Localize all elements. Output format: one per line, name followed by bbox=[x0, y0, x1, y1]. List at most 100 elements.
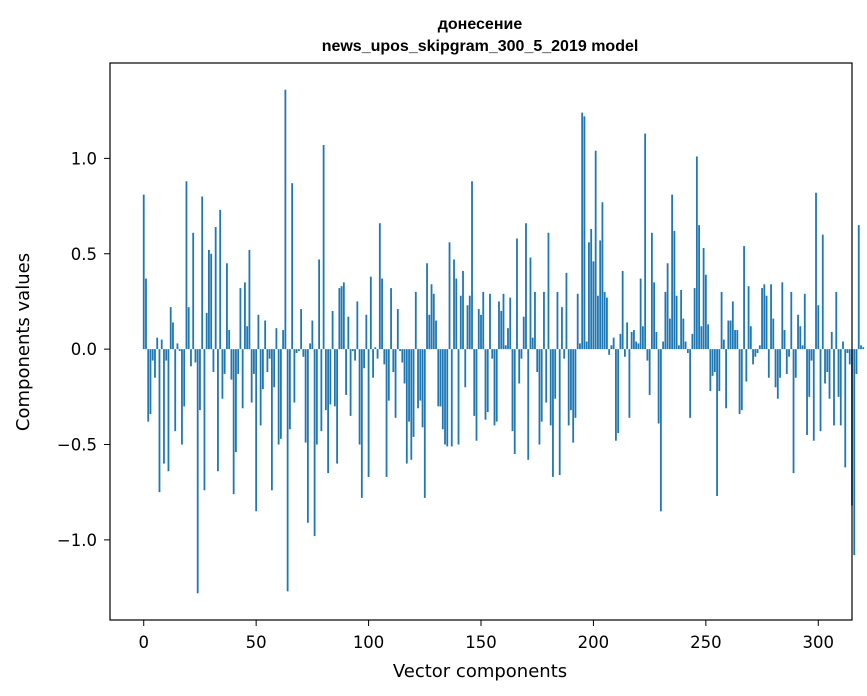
bar bbox=[367, 349, 370, 477]
bar bbox=[493, 349, 496, 426]
bar bbox=[358, 349, 361, 445]
bar bbox=[385, 349, 388, 477]
bar bbox=[641, 326, 644, 350]
bar bbox=[214, 227, 217, 350]
bar bbox=[419, 349, 422, 401]
bar bbox=[608, 349, 611, 355]
bar bbox=[520, 349, 523, 359]
bar bbox=[190, 349, 192, 367]
bar bbox=[376, 349, 379, 359]
bar bbox=[579, 343, 581, 350]
bar bbox=[223, 349, 226, 374]
bar bbox=[313, 349, 316, 537]
bar bbox=[570, 349, 572, 411]
bar bbox=[412, 349, 415, 437]
bar bbox=[513, 349, 516, 455]
bar bbox=[473, 349, 476, 416]
bar bbox=[237, 349, 240, 374]
bar bbox=[655, 331, 658, 350]
bar bbox=[709, 349, 712, 392]
bar bbox=[196, 349, 199, 594]
bar bbox=[259, 349, 262, 426]
bar bbox=[217, 349, 219, 472]
bar bbox=[673, 230, 676, 350]
bar bbox=[147, 349, 150, 422]
x-tick-label: 50 bbox=[246, 633, 267, 652]
bar bbox=[686, 349, 689, 353]
bar bbox=[484, 349, 487, 420]
bar bbox=[785, 349, 788, 374]
bar bbox=[453, 259, 455, 350]
bar bbox=[502, 293, 505, 350]
bar bbox=[387, 349, 390, 401]
x-tick-label: 200 bbox=[578, 633, 610, 652]
bar bbox=[824, 349, 826, 384]
bar bbox=[630, 331, 633, 350]
bar bbox=[799, 326, 802, 350]
bar bbox=[790, 291, 793, 350]
bar bbox=[160, 339, 163, 350]
bar bbox=[677, 345, 680, 350]
bar bbox=[396, 309, 399, 350]
bar bbox=[270, 349, 273, 491]
bar bbox=[835, 291, 838, 350]
bar bbox=[369, 276, 372, 350]
bar bbox=[320, 349, 323, 432]
bar bbox=[351, 349, 354, 352]
bar bbox=[181, 349, 183, 445]
bar bbox=[199, 349, 201, 411]
bar bbox=[770, 284, 772, 350]
bar bbox=[588, 242, 590, 350]
chart-subtitle: news_upos_skipgram_300_5_2019 model bbox=[322, 38, 639, 55]
bar bbox=[617, 349, 620, 434]
bar bbox=[729, 320, 732, 350]
bar bbox=[174, 349, 177, 432]
bar bbox=[662, 341, 665, 350]
bar bbox=[219, 209, 222, 350]
bar bbox=[509, 297, 512, 350]
bar bbox=[765, 295, 768, 350]
bar bbox=[462, 270, 464, 350]
y-tick-label: 0.5 bbox=[71, 245, 97, 264]
bar bbox=[536, 349, 539, 373]
y-axis-label: Components values bbox=[13, 253, 34, 431]
bar bbox=[545, 349, 548, 403]
bar bbox=[563, 349, 566, 359]
bar bbox=[549, 349, 552, 426]
x-tick-label: 100 bbox=[353, 633, 385, 652]
bar bbox=[459, 295, 462, 350]
bar bbox=[381, 278, 383, 350]
bar bbox=[633, 330, 635, 350]
bar bbox=[331, 310, 334, 350]
bar bbox=[572, 349, 575, 443]
bar bbox=[783, 330, 786, 350]
bar bbox=[253, 349, 255, 374]
bars-group bbox=[142, 89, 865, 594]
bar bbox=[262, 349, 264, 390]
y-tick-label: −1.0 bbox=[57, 531, 97, 550]
bar bbox=[464, 349, 467, 388]
bar bbox=[846, 349, 849, 353]
bar bbox=[208, 249, 210, 350]
bar bbox=[812, 349, 815, 441]
bar bbox=[725, 349, 727, 409]
bar bbox=[158, 349, 161, 493]
bar bbox=[372, 349, 374, 378]
bar bbox=[154, 349, 156, 378]
bar bbox=[761, 288, 763, 350]
bar bbox=[830, 331, 833, 350]
x-axis-label: Vector components bbox=[393, 661, 567, 682]
bar bbox=[612, 337, 615, 350]
bar bbox=[203, 349, 206, 491]
bar bbox=[392, 349, 395, 373]
bar bbox=[205, 312, 208, 350]
bar bbox=[821, 234, 824, 350]
bar bbox=[648, 349, 651, 395]
bar bbox=[185, 181, 188, 350]
bar bbox=[322, 145, 325, 350]
bar bbox=[480, 314, 482, 350]
bar bbox=[844, 349, 847, 468]
bar bbox=[169, 307, 172, 350]
bar bbox=[295, 349, 298, 353]
bar bbox=[489, 293, 491, 350]
